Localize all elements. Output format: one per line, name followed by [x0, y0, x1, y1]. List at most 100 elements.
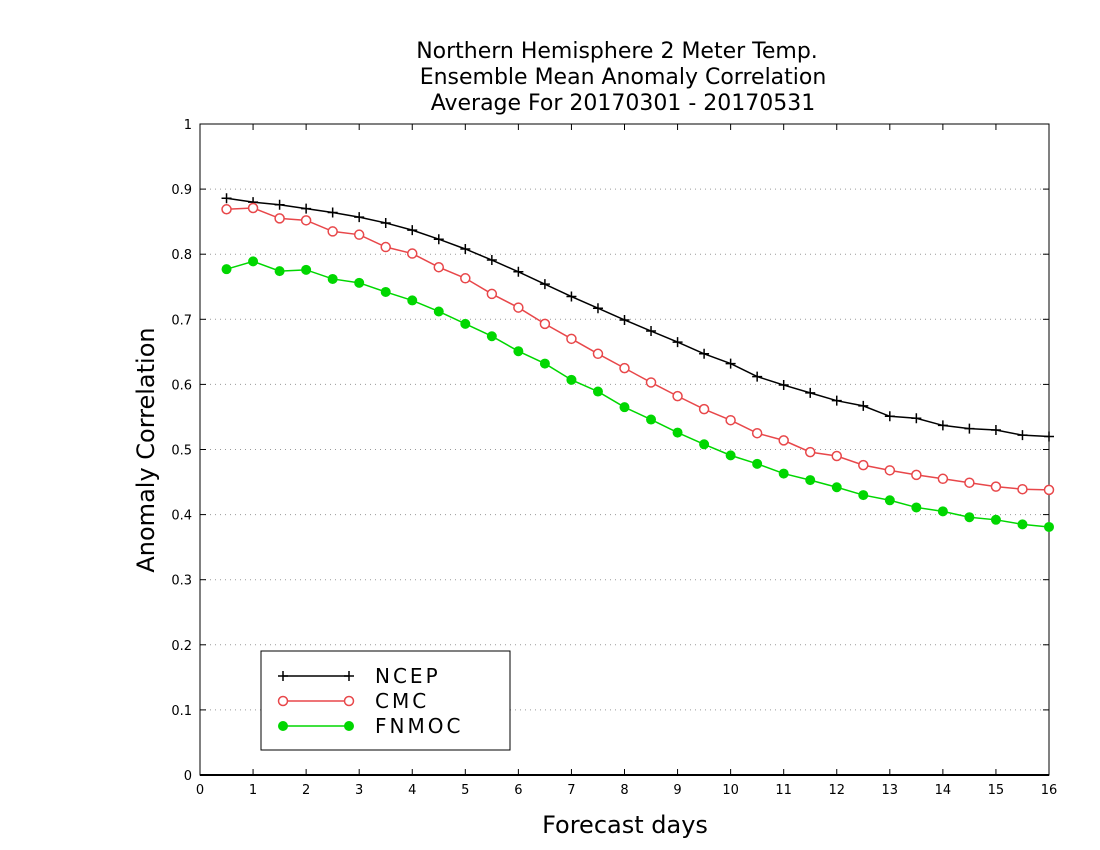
data-point-ncep [725, 358, 736, 369]
data-point-fnmoc [592, 386, 603, 397]
legend-label-cmc: CMC [375, 689, 429, 713]
data-point-fnmoc [221, 264, 232, 275]
data-point-ncep [937, 420, 948, 431]
data-point-ncep [646, 326, 657, 337]
y-tick-label: 0.6 [171, 378, 192, 393]
data-point-cmc [672, 390, 683, 402]
data-point-ncep [672, 337, 683, 348]
legend-marker-fnmoc [278, 721, 288, 731]
data-point-ncep [1044, 431, 1054, 442]
data-point-fnmoc [301, 264, 312, 275]
series-layer [221, 193, 1055, 532]
x-axis-label: Forecast days [542, 811, 708, 839]
data-point-cmc [300, 215, 312, 226]
series-ncep [221, 193, 1054, 442]
x-tick-label: 14 [935, 783, 952, 798]
y-tick-label: 0.9 [171, 183, 192, 198]
data-point-ncep [778, 380, 789, 391]
data-point-ncep [990, 424, 1001, 435]
chart-title-line-2: Ensemble Mean Anomaly Correlation [420, 65, 827, 90]
data-point-cmc [592, 348, 604, 360]
legend-marker-ncep [344, 671, 354, 681]
data-point-fnmoc [354, 277, 365, 288]
data-point-ncep [539, 279, 550, 290]
data-point-cmc [566, 333, 577, 345]
x-tick-label: 15 [988, 783, 1005, 798]
data-point-cmc [353, 229, 365, 240]
data-point-cmc [221, 204, 232, 215]
data-point-fnmoc [248, 256, 259, 267]
data-point-ncep [805, 387, 816, 398]
data-point-cmc [804, 446, 816, 458]
data-point-ncep [699, 348, 710, 359]
data-point-ncep [831, 395, 842, 406]
legend-entry-ncep: NCEP [278, 664, 441, 688]
series-line-fnmoc [226, 260, 1050, 528]
data-point-ncep [592, 303, 603, 314]
data-point-ncep [274, 199, 285, 210]
data-point-cmc [460, 273, 471, 284]
data-point-fnmoc [486, 331, 497, 342]
data-point-ncep [619, 314, 630, 325]
data-point-fnmoc [911, 502, 922, 513]
x-tick-label: 3 [355, 783, 363, 798]
data-point-fnmoc [1017, 519, 1028, 530]
chart-title-line-3: Average For 20170301 - 20170531 [431, 91, 816, 116]
y-tick-label: 0.3 [171, 574, 192, 589]
series-line-cmc [226, 207, 1050, 491]
data-point-cmc [274, 213, 285, 224]
x-tick-label: 10 [722, 783, 739, 798]
data-point-cmc [751, 427, 763, 439]
data-point-ncep [327, 207, 338, 218]
data-point-ncep [1017, 430, 1028, 441]
y-tick-label: 1 [184, 118, 192, 133]
y-tick-label: 0 [184, 769, 192, 784]
data-point-fnmoc [513, 346, 524, 357]
legend-marker-ncep [278, 671, 288, 681]
data-point-cmc [884, 465, 896, 476]
data-point-fnmoc [407, 295, 418, 306]
data-point-ncep [752, 371, 763, 382]
data-point-fnmoc [699, 439, 710, 450]
y-tick-label: 0.1 [171, 704, 192, 719]
data-point-fnmoc [274, 266, 285, 277]
data-point-fnmoc [725, 450, 736, 461]
legend-marker-fnmoc [344, 721, 354, 731]
data-point-fnmoc [990, 514, 1001, 525]
data-point-fnmoc [539, 358, 550, 369]
chart-title-line-1: Northern Hemisphere 2 Meter Temp. [416, 39, 818, 64]
data-point-ncep [884, 411, 895, 422]
data-point-cmc [911, 469, 922, 481]
data-point-ncep [566, 291, 577, 302]
data-point-ncep [486, 255, 497, 266]
legend-marker-cmc [343, 695, 355, 707]
data-point-cmc [247, 202, 259, 214]
x-tick-label: 2 [302, 783, 310, 798]
data-point-ncep [911, 413, 922, 424]
y-axis-label: Anomaly Correlation [132, 327, 160, 572]
data-point-cmc [858, 459, 869, 471]
data-point-fnmoc [884, 495, 895, 506]
data-point-cmc [778, 435, 789, 446]
x-tick-label: 5 [461, 783, 469, 798]
y-tick-label: 0.7 [171, 313, 192, 328]
data-point-fnmoc [858, 490, 869, 501]
y-tick-label: 0.4 [171, 509, 192, 524]
x-tick-label: 6 [514, 783, 522, 798]
data-point-cmc [1043, 484, 1055, 496]
data-point-fnmoc [778, 468, 789, 479]
data-point-fnmoc [327, 273, 338, 284]
y-tick-label: 0.8 [171, 248, 192, 263]
data-point-cmc [327, 226, 338, 237]
x-tick-label: 13 [882, 783, 899, 798]
data-point-cmc [990, 481, 1002, 492]
data-point-cmc [407, 248, 418, 259]
legend-label-ncep: NCEP [375, 664, 441, 688]
legend-entry-fnmoc: FNMOC [278, 714, 460, 738]
x-tick-label: 4 [408, 783, 416, 798]
data-point-cmc [433, 261, 445, 273]
x-tick-label: 12 [828, 783, 845, 798]
data-point-cmc [380, 241, 391, 253]
